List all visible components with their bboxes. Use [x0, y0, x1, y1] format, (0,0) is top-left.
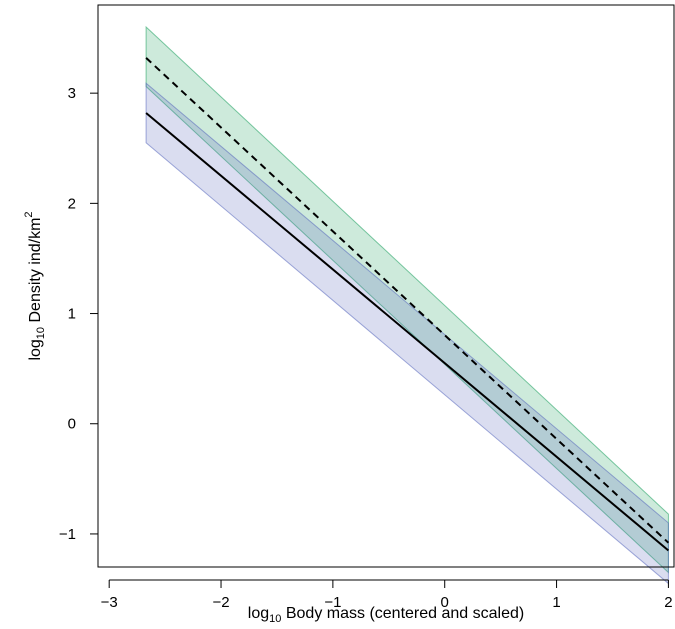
x-tick-label: −2	[212, 594, 229, 611]
x-axis-title: log10 Body mass (centered and scaled)	[248, 605, 524, 625]
confidence-band-2	[145, 82, 669, 585]
regression-line-2	[145, 112, 670, 552]
y-axis-title: log10 Density ind/km2	[23, 211, 47, 360]
x-axis: −3 −2 −1 0 1 2	[101, 579, 673, 611]
x-tick-label: 0	[441, 594, 449, 611]
regression-line-1	[145, 57, 670, 544]
y-tick-label: 0	[68, 416, 76, 433]
regression-lines	[145, 57, 670, 552]
y-tick-label: 3	[68, 85, 76, 102]
y-tick-label: 2	[68, 195, 76, 212]
plot-frame	[97, 4, 675, 568]
y-tick-label: 1	[68, 306, 76, 323]
x-tick-label: 2	[664, 594, 672, 611]
y-axis: −1 0 1 2 3	[59, 85, 98, 543]
confidence-bands	[145, 25, 669, 585]
x-tick-label: −3	[101, 594, 118, 611]
x-tick-label: −1	[324, 594, 341, 611]
x-tick-label: 1	[552, 594, 560, 611]
y-tick-label: −1	[59, 526, 76, 543]
